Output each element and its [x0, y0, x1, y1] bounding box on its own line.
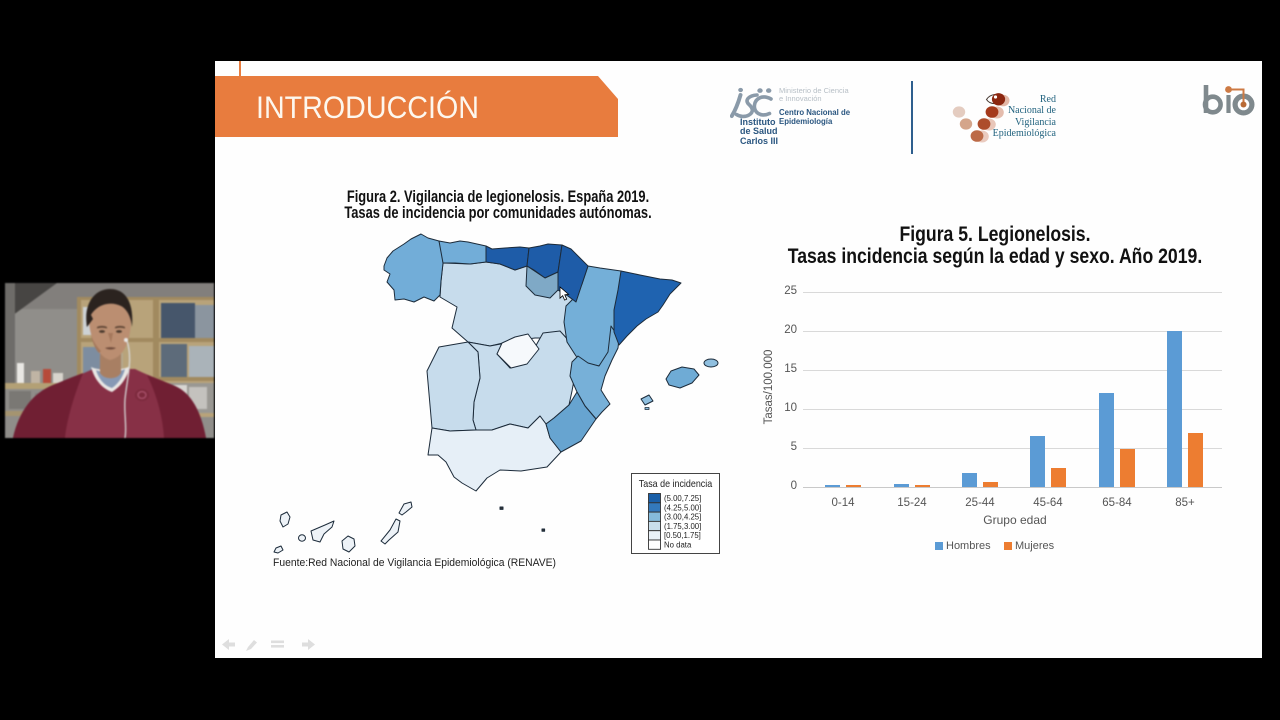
svg-text:(3.00,4.25]: (3.00,4.25]: [664, 513, 701, 522]
svg-text:[0.50,1.75]: [0.50,1.75]: [664, 531, 701, 540]
svg-text:No data: No data: [664, 541, 692, 550]
svg-text:(5.00,7.25]: (5.00,7.25]: [664, 494, 701, 503]
svg-text:(4.25,5.00]: (4.25,5.00]: [664, 503, 701, 512]
svg-text:(1.75,3.00]: (1.75,3.00]: [664, 522, 701, 531]
